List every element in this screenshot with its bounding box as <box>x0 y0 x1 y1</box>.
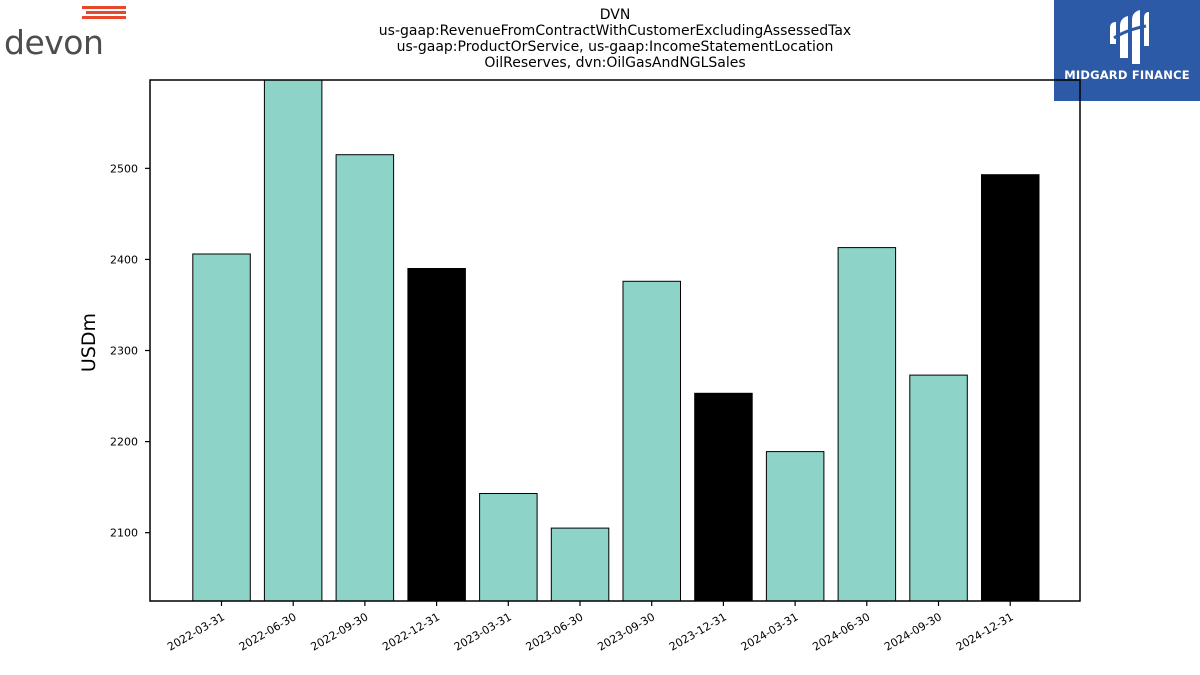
bar-2022-03-31 <box>192 253 251 602</box>
bar-2024-03-31 <box>765 451 825 602</box>
bar-2023-12-31 <box>694 392 753 602</box>
x-tick-label: 2023-12-31 <box>667 610 729 653</box>
y-axis-label: USDm <box>78 313 100 372</box>
y-tick-label: 2300 <box>110 345 138 358</box>
devon-logo-text: devon <box>4 23 104 62</box>
devon-bars-icon <box>80 6 126 26</box>
x-tick-label: 2024-06-30 <box>810 610 872 653</box>
title-line-3: us-gaap:ProductOrService, us-gaap:Income… <box>396 39 834 55</box>
bar-2024-09-30 <box>909 374 968 602</box>
x-tick-label: 2023-03-31 <box>452 610 514 653</box>
y-tick-label: 2200 <box>110 436 138 449</box>
title-line-1: DVN <box>599 7 631 23</box>
midgard-mark-icon <box>1110 10 1149 64</box>
title-line-4: OilReserves, dvn:OilGasAndNGLSales <box>484 55 746 71</box>
bar-2023-06-30 <box>550 527 610 602</box>
y-tick-label: 2500 <box>110 162 138 175</box>
x-tick-label: 2022-06-30 <box>237 610 299 653</box>
bar-2023-03-31 <box>479 493 538 602</box>
midgard-logo-text: MIDGARD FINANCE <box>1064 68 1190 82</box>
x-tick-label: 2022-09-30 <box>309 610 371 653</box>
x-tick-label: 2024-12-31 <box>954 610 1016 653</box>
bar-2023-09-30 <box>622 280 681 602</box>
y-tick-label: 2400 <box>110 253 138 266</box>
midgard-finance-logo: MIDGARD FINANCE <box>1054 0 1200 101</box>
bar-2024-12-31 <box>981 174 1040 602</box>
bar-2022-12-31 <box>407 268 466 602</box>
bar-2022-09-30 <box>335 154 395 602</box>
x-tick-label: 2023-06-30 <box>524 610 586 653</box>
x-tick-label: 2022-12-31 <box>380 610 442 653</box>
bars-group <box>192 79 1040 602</box>
x-tick-label: 2022-03-31 <box>165 610 227 653</box>
plot-frame <box>149 79 1081 602</box>
chart-title: DVN us-gaap:RevenueFromContractWithCusto… <box>0 7 1200 71</box>
bar-2022-06-30 <box>263 79 323 602</box>
x-tick-label: 2023-09-30 <box>595 610 657 653</box>
devon-logo: devon <box>4 6 126 62</box>
x-tick-label: 2024-09-30 <box>882 610 944 653</box>
title-line-2: us-gaap:RevenueFromContractWithCustomerE… <box>378 23 852 39</box>
x-tick-label: 2024-03-31 <box>739 610 801 653</box>
y-tick-label: 2100 <box>110 527 138 540</box>
bar-2024-06-30 <box>837 247 897 602</box>
